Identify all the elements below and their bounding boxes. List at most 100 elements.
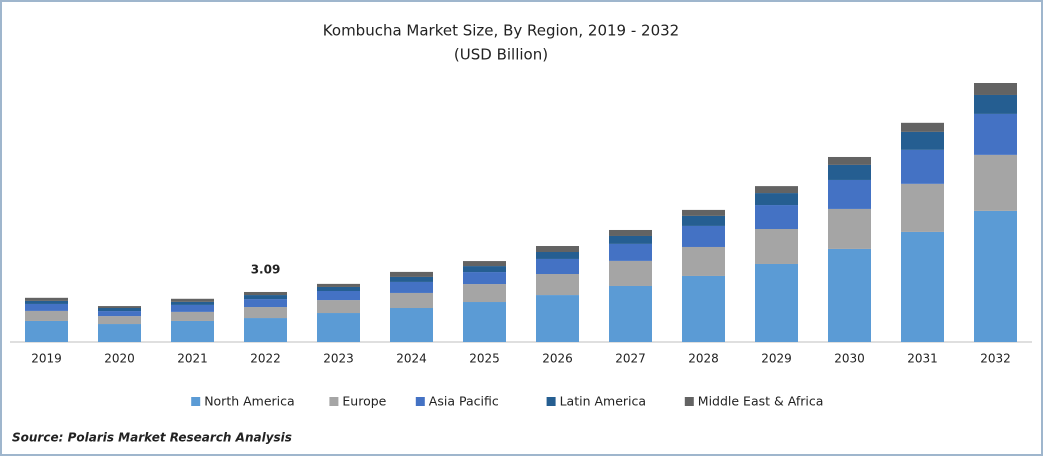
bar-segment (974, 210, 1017, 342)
bar-segment (25, 297, 68, 301)
x-tick-label: 2030 (834, 352, 865, 366)
bar-segment (317, 300, 360, 314)
bar-segment (98, 324, 141, 342)
legend-label: Middle East & Africa (698, 394, 824, 409)
bar-segment (98, 306, 141, 309)
bar-segment (25, 303, 68, 311)
bar-segment (171, 304, 214, 312)
x-tick-label: 2026 (542, 352, 573, 366)
bar-segment (901, 183, 944, 232)
bar-segment (244, 307, 287, 319)
legend-swatch (546, 397, 556, 406)
legend-swatch (415, 397, 425, 406)
x-tick-label: 2028 (688, 352, 719, 366)
bar-segment (536, 295, 579, 342)
bar-segment (536, 274, 579, 296)
bar-segment (828, 164, 871, 180)
bar-segment (828, 156, 871, 165)
x-tick-label: 2032 (980, 352, 1011, 366)
bar-segment (609, 235, 652, 244)
x-tick-label: 2019 (31, 352, 62, 366)
bar-segment (755, 263, 798, 342)
bar-segment (244, 295, 287, 300)
bar-segment (536, 258, 579, 275)
bar-segment (755, 205, 798, 230)
bar-segment (609, 285, 652, 342)
x-tick-label: 2025 (469, 352, 500, 366)
legend-label: Asia Pacific (429, 394, 499, 409)
bar-segment (682, 209, 725, 216)
bar-segment (974, 94, 1017, 114)
bar-segment (828, 248, 871, 342)
chart-subtitle: (USD Billion) (454, 46, 548, 64)
x-tick-label: 2027 (615, 352, 646, 366)
bar-segment (317, 291, 360, 301)
bar-segment (463, 266, 506, 273)
bar-segment (390, 271, 433, 277)
legend-swatch (329, 397, 339, 406)
legend-label: Europe (342, 394, 386, 409)
bar-segment (317, 313, 360, 342)
bar-segment (682, 215, 725, 226)
bar-segment (682, 225, 725, 247)
x-tick-label: 2022 (250, 352, 281, 366)
bar-segment (244, 299, 287, 308)
bar-segment (974, 83, 1017, 95)
bar-segment (682, 275, 725, 342)
bar-segment (463, 302, 506, 342)
bar-segment (25, 300, 68, 304)
bar-segment (317, 286, 360, 292)
bar-segment (755, 193, 798, 206)
bar-segment (609, 260, 652, 286)
bar-segment (171, 298, 214, 302)
x-tick-label: 2031 (907, 352, 938, 366)
bar-segment (463, 272, 506, 285)
bar-segment (755, 229, 798, 264)
bar-segment (98, 308, 141, 312)
bar-segment (390, 292, 433, 309)
bar-segment (98, 311, 141, 317)
bar-segment (828, 208, 871, 249)
legend-swatch (684, 397, 694, 406)
legend-swatch (191, 397, 201, 406)
bar-segment (901, 122, 944, 132)
bar-segment (828, 179, 871, 209)
bar-segment (25, 310, 68, 321)
bar-segment (317, 283, 360, 287)
bar-segment (390, 281, 433, 293)
bar-segment (609, 243, 652, 261)
bar-segment (171, 311, 214, 321)
chart-title: Kombucha Market Size, By Region, 2019 - … (323, 22, 679, 40)
bar-segment (25, 320, 68, 342)
bar-segment (755, 186, 798, 194)
x-tick-label: 2023 (323, 352, 354, 366)
bar-segment (171, 320, 214, 342)
bar-segment (682, 246, 725, 276)
source: Source: Polaris Market Research Analysis (12, 431, 292, 445)
bar-segment (536, 251, 579, 259)
legend-label: North America (204, 394, 295, 409)
bar-segment (244, 291, 287, 296)
bar-segment (390, 308, 433, 342)
bar-segment (244, 318, 287, 342)
bar-segment (974, 113, 1017, 155)
x-tick-label: 2021 (177, 352, 208, 366)
bar-segment (901, 231, 944, 342)
x-tick-label: 2020 (104, 352, 135, 366)
bar-segment (463, 284, 506, 303)
bar-segment (901, 149, 944, 184)
bar-segment (463, 261, 506, 267)
x-tick-label: 2024 (396, 352, 427, 366)
x-tick-label: 2029 (761, 352, 792, 366)
legend-label: Latin America (560, 394, 646, 409)
bar-segment (974, 154, 1017, 211)
bar-segment (536, 246, 579, 252)
data-label: 3.09 (251, 262, 281, 276)
bar-segment (609, 229, 652, 236)
bar-segment (98, 316, 141, 325)
bar-segment (901, 131, 944, 150)
bar-segment (171, 301, 214, 305)
bar-segment (390, 276, 433, 282)
